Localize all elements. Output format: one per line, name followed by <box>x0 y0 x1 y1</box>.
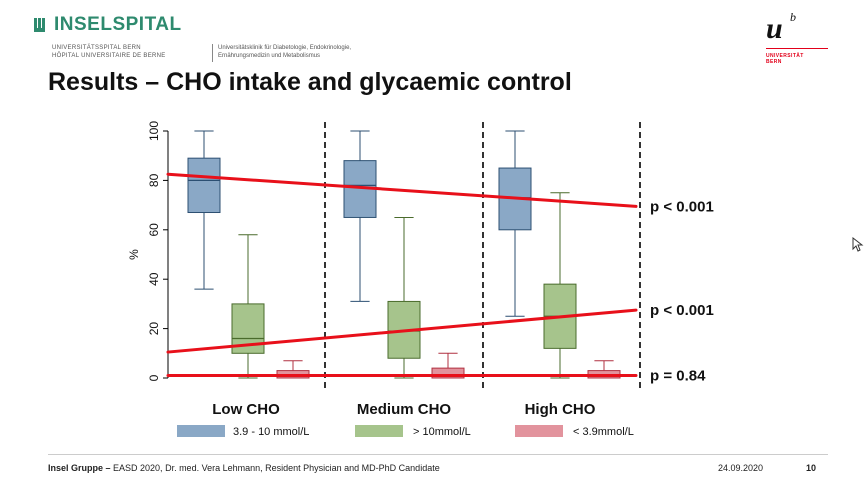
unibe-rule <box>766 48 828 49</box>
trend-line-2 <box>166 308 638 354</box>
y-tick-label-0: 0 <box>147 374 161 381</box>
y-tick-label-60: 60 <box>147 223 161 237</box>
unibe-logo: u b UNIVERSITÄT BERN <box>764 10 828 72</box>
department-line-2: Ernährungsmedizin und Metabolismus <box>218 53 321 59</box>
legend-swatch-2 <box>355 425 403 437</box>
unibe-sup: b <box>790 10 796 24</box>
y-tick-label-100: 100 <box>147 121 161 141</box>
department-line-1: Universitätsklinik für Diabetologie, End… <box>218 45 352 51</box>
p-value-label-2: p < 0.001 <box>650 302 714 319</box>
inselspital-crest-icon <box>34 18 45 32</box>
logo-separator <box>212 44 213 62</box>
y-axis-label: % <box>127 249 141 260</box>
legend-label-2: > 10mmol/L <box>413 426 471 438</box>
slide-title: Results – CHO intake and glycaemic contr… <box>48 68 572 96</box>
legend-swatch-3 <box>515 425 563 437</box>
legend-label-1: 3.9 - 10 mmol/L <box>233 426 309 438</box>
p-value-label-3: p = 0.84 <box>650 368 706 385</box>
y-tick-label-20: 20 <box>147 322 161 336</box>
unibe-text-1: UNIVERSITÄT <box>766 53 804 59</box>
category-label-3: High CHO <box>525 401 596 418</box>
mouse-pointer-icon <box>852 237 864 252</box>
logo-subtitle-de: UNIVERSITÄTSSPITAL BERN <box>52 45 141 51</box>
box-series-1-group-1 <box>187 157 221 214</box>
page-number: 10 <box>806 463 817 473</box>
unibe-mark: u <box>766 12 783 45</box>
box-plot-chart: 0 20 40 60 80 100% p < 0.001 p < 0.001 p = 0.84 L… <box>127 121 714 438</box>
legend-swatch-1 <box>177 425 225 437</box>
footer-text: Insel Gruppe – EASD 2020, Dr. med. Vera … <box>48 463 440 473</box>
legend-label-3: < 3.9mmol/L <box>573 426 634 438</box>
footer-org: Insel Gruppe – <box>48 463 111 473</box>
footer-description: EASD 2020, Dr. med. Vera Lehmann, Reside… <box>110 463 440 473</box>
logo-subtitle-fr: HÔPITAL UNIVERSITAIRE DE BERNE <box>52 53 166 59</box>
y-tick-label-80: 80 <box>147 173 161 187</box>
unibe-text-2: BERN <box>766 59 782 65</box>
category-label-1: Low CHO <box>212 401 280 418</box>
y-tick-label-40: 40 <box>147 272 161 286</box>
p-value-label-1: p < 0.001 <box>650 198 714 215</box>
category-label-2: Medium CHO <box>357 401 452 418</box>
logo-name: INSELSPITAL <box>54 14 182 35</box>
footer-rule <box>48 454 828 455</box>
footer-date: 24.09.2020 <box>718 463 764 473</box>
box-series-3-group-2 <box>431 367 465 379</box>
trend-line-1 <box>166 172 638 208</box>
